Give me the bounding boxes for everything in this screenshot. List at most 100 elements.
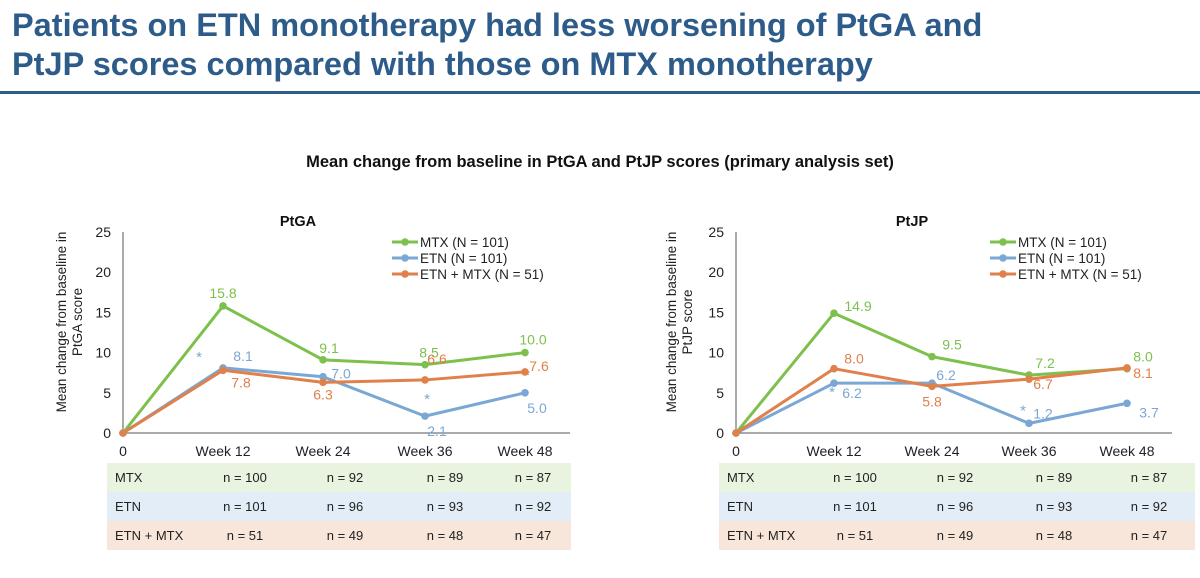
ptjp-x-tick-label: Week 36 bbox=[1002, 443, 1057, 459]
ptga-n-table-row: MTX n = 100 n = 92 n = 89 n = 87 bbox=[107, 463, 571, 492]
ptjp-x-tick-label: Week 12 bbox=[807, 443, 862, 459]
ptga-n-table-count: n = 89 bbox=[426, 470, 464, 485]
ptjp-x-tick-label: 0 bbox=[732, 443, 740, 459]
ptjp-data-label-etn: 1.2 bbox=[1033, 405, 1053, 421]
ptga-y-axis-label: Mean change from baseline inPtGA score bbox=[54, 232, 85, 413]
ptjp-legend-marker-etn-mtx bbox=[999, 270, 1007, 278]
ptjp-n-table-count: n = 96 bbox=[936, 499, 974, 514]
ptga-data-label-mtx: 8.5 bbox=[419, 345, 439, 361]
ptga-data-label-etn: 7.0 bbox=[331, 366, 351, 382]
ptga-n-table-count: n = 47 bbox=[514, 528, 552, 543]
ptjp-data-label-mtx: 9.5 bbox=[942, 337, 962, 353]
ptjp-y-tick-label: 25 bbox=[708, 224, 724, 240]
ptjp-data-label-mtx: 8.0 bbox=[1133, 349, 1153, 365]
title-rule bbox=[0, 91, 1200, 94]
ptga-data-label-etn-mtx: 6.6 bbox=[427, 351, 447, 367]
ptjp-data-label-etn-mtx: 8.0 bbox=[844, 351, 864, 367]
ptjp-data-label-mtx: 14.9 bbox=[844, 298, 871, 314]
ptga-x-tick-label: Week 36 bbox=[398, 443, 453, 459]
ptjp-y-tick-label: 0 bbox=[716, 425, 724, 441]
chart-subtitle: Mean change from baseline in PtGA and Pt… bbox=[306, 153, 894, 171]
ptjp-n-table-row: ETN + MTX n = 51 n = 49 n = 48 n = 47 bbox=[719, 521, 1195, 550]
ptga-x-tick-label: Week 24 bbox=[296, 443, 351, 459]
ptga-data-point-mtx bbox=[219, 302, 227, 310]
ptjp-data-point-mtx bbox=[830, 309, 838, 318]
ptga-n-table-count: n = 100 bbox=[223, 470, 267, 485]
ptjp-n-table-count: n = 47 bbox=[1130, 528, 1168, 543]
ptjp-n-table-count: n = 101 bbox=[833, 499, 877, 514]
ptjp-data-point-etn bbox=[1025, 419, 1033, 428]
ptjp-data-label-mtx: 7.2 bbox=[1035, 355, 1055, 371]
ptga-data-point-etn bbox=[521, 389, 529, 397]
ptjp-legend-label-etn: ETN (N = 101) bbox=[1018, 251, 1105, 266]
ptga-data-point-etn-mtx bbox=[521, 368, 529, 376]
ptga-n-table-count: n = 96 bbox=[326, 499, 364, 514]
ptjp-data-label-etn: 6.2 bbox=[936, 367, 956, 383]
ptga-data-point-etn bbox=[421, 412, 429, 420]
ptga-y-tick-label: 0 bbox=[103, 425, 111, 441]
ptjp-data-point-etn-mtx bbox=[830, 364, 838, 373]
ptjp-chart-title: PtJP bbox=[896, 214, 929, 230]
ptga-data-label-mtx: 15.8 bbox=[209, 285, 236, 301]
ptjp-y-axis-label: Mean change from baseline inPtJP score bbox=[664, 232, 695, 413]
ptjp-data-point-etn bbox=[830, 379, 838, 387]
ptga-n-table-count: n = 92 bbox=[514, 499, 552, 514]
ptjp-legend-marker-mtx bbox=[999, 238, 1007, 246]
ptga-n-table-group: ETN + MTX bbox=[115, 528, 184, 543]
ptga-y-tick-label: 25 bbox=[95, 224, 111, 240]
ptga-n-table-count: n = 93 bbox=[426, 499, 464, 514]
ptga-x-tick-label: Week 48 bbox=[498, 443, 553, 459]
ptga-n-table-group: ETN bbox=[115, 499, 141, 514]
ptjp-y-axis-label-line: PtJP score bbox=[680, 289, 695, 354]
ptjp-n-table-count: n = 87 bbox=[1130, 470, 1168, 485]
ptjp-significance-marker: * bbox=[829, 384, 835, 401]
slide-title-line-2: PtJP scores compared with those on MTX m… bbox=[12, 46, 873, 82]
ptga-x-tick-label: 0 bbox=[119, 443, 127, 459]
slide-title: Patients on ETN monotherapy had less wor… bbox=[12, 6, 1192, 84]
ptga-data-point-etn-mtx bbox=[421, 376, 429, 384]
ptjp-y-tick-label: 10 bbox=[708, 345, 724, 361]
slide-title-line-1: Patients on ETN monotherapy had less wor… bbox=[12, 7, 983, 43]
ptjp-data-label-etn: 6.2 bbox=[842, 385, 862, 401]
ptga-data-label-mtx: 10.0 bbox=[519, 332, 546, 348]
ptjp-data-label-etn-mtx: 5.8 bbox=[922, 393, 942, 409]
ptjp-n-table-count: n = 93 bbox=[1035, 499, 1073, 514]
ptjp-y-tick-label: 5 bbox=[716, 385, 724, 401]
ptga-n-table: MTX n = 100 n = 92 n = 89 n = 87 ETN n = 101 n … bbox=[107, 463, 571, 550]
ptjp-data-label-etn-mtx: 6.7 bbox=[1033, 376, 1053, 392]
ptjp-x-tick-label: Week 24 bbox=[905, 443, 960, 459]
ptga-data-point-mtx bbox=[319, 356, 327, 364]
ptjp-legend-label-etn-mtx: ETN + MTX (N = 51) bbox=[1018, 267, 1142, 282]
ptga-chart-title: PtGA bbox=[280, 214, 317, 230]
ptga-n-table-count: n = 92 bbox=[326, 470, 364, 485]
ptga-n-table-count: n = 87 bbox=[514, 470, 552, 485]
ptga-data-point-etn-mtx bbox=[119, 429, 127, 437]
ptjp-legend-marker-etn bbox=[999, 254, 1007, 262]
ptjp-n-table-count: n = 92 bbox=[1130, 499, 1168, 514]
ptjp-y-axis-label-line: Mean change from baseline in bbox=[664, 232, 679, 413]
ptjp-data-point-etn bbox=[1123, 399, 1131, 408]
ptga-data-label-etn-mtx: 6.3 bbox=[313, 386, 333, 402]
ptjp-n-table-group: ETN bbox=[727, 499, 753, 514]
ptga-y-tick-label: 10 bbox=[95, 345, 111, 361]
ptga-n-table-row: ETN n = 101 n = 96 n = 93 n = 92 bbox=[107, 492, 571, 521]
ptga-n-table-group: MTX bbox=[115, 470, 143, 485]
ptga-data-label-etn: 2.1 bbox=[427, 423, 447, 439]
ptjp-n-table-count: n = 51 bbox=[836, 528, 874, 543]
ptga-data-label-etn: 5.0 bbox=[527, 400, 547, 416]
ptjp-n-table: MTX n = 100 n = 92 n = 89 n = 87 ETN n = 101 n … bbox=[719, 463, 1195, 550]
ptga-data-point-mtx bbox=[421, 360, 429, 369]
ptga-data-point-mtx bbox=[521, 348, 529, 357]
ptga-legend-label-etn: ETN (N = 101) bbox=[420, 251, 507, 266]
ptga-legend-marker-mtx bbox=[401, 238, 409, 246]
ptga-legend-label-mtx: MTX (N = 101) bbox=[420, 235, 509, 250]
ptga-legend-marker-etn bbox=[401, 254, 409, 262]
ptjp-n-table-group: MTX bbox=[727, 470, 755, 485]
ptga-y-tick-label: 5 bbox=[103, 385, 111, 401]
ptga-x-tick-label: Week 12 bbox=[196, 443, 251, 459]
ptga-data-label-mtx: 9.1 bbox=[319, 340, 339, 356]
ptga-n-table-row: ETN + MTX n = 51 n = 49 n = 48 n = 47 bbox=[107, 521, 571, 550]
ptga-n-table-count: n = 48 bbox=[426, 528, 464, 543]
ptjp-y-tick-label: 20 bbox=[708, 264, 724, 280]
ptjp-significance-marker: * bbox=[1020, 402, 1026, 419]
